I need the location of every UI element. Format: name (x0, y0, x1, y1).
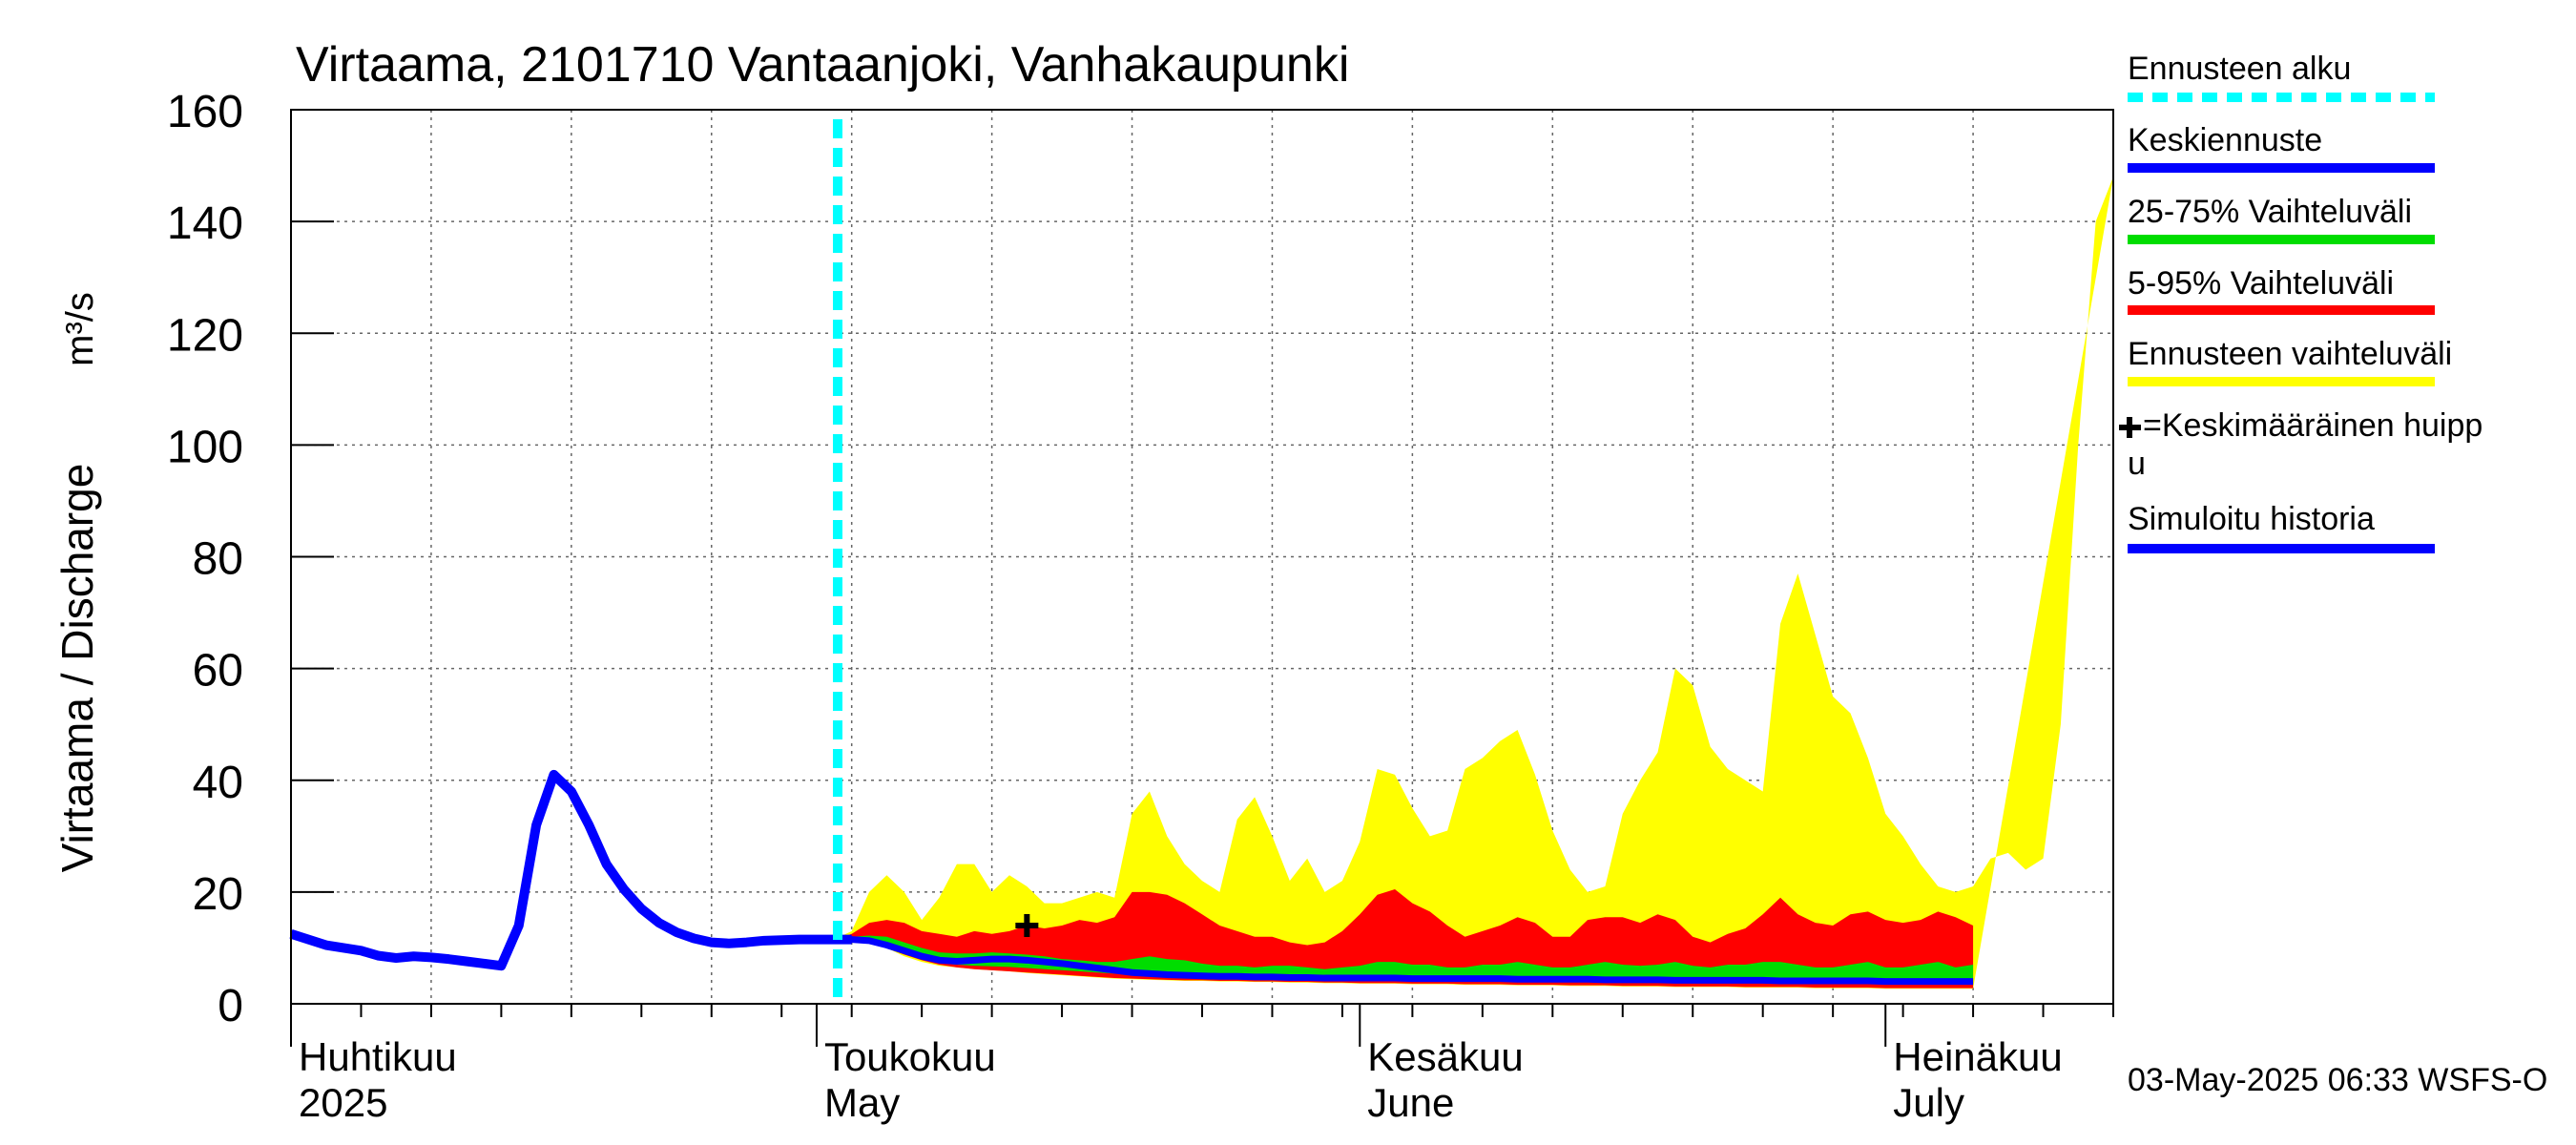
x-month-label-en: July (1893, 1080, 1964, 1125)
y-tick-label: 100 (167, 422, 243, 472)
chart-title: Virtaama, 2101710 Vantaanjoki, Vanhakaup… (296, 37, 1349, 93)
y-tick-label: 20 (193, 869, 243, 920)
legend-history-label: Simuloitu historia (2128, 501, 2375, 537)
legend-mean-peak-icon (2119, 417, 2141, 438)
x-month-label: Toukokuu (824, 1034, 996, 1079)
legend: Ennusteen alku Keskiennuste 25-75% Vaiht… (2119, 51, 2483, 553)
y-tick-label: 140 (167, 198, 243, 249)
y-tick-label: 160 (167, 87, 243, 137)
forecast-range-band (834, 177, 2113, 989)
legend-range-5-95-label: 5-95% Vaihteluväli (2128, 265, 2394, 302)
x-month-label: Huhtikuu (299, 1034, 457, 1079)
history-line (289, 769, 852, 971)
y-tick-label: 80 (193, 534, 243, 585)
legend-forecast-start-label: Ennusteen alku (2128, 51, 2351, 87)
legend-mean-peak-label: =Keskimääräinen huipp (2143, 407, 2483, 444)
y-tick-label: 0 (218, 981, 243, 1031)
mean-forecast-line (834, 936, 1974, 986)
x-month-label-en: 2025 (299, 1080, 387, 1125)
y-tick-label: 120 (167, 310, 243, 361)
x-month-label: Heinäkuu (1893, 1034, 2062, 1079)
x-month-label-en: May (824, 1080, 900, 1125)
y-axis-label: Virtaama / Discharge (52, 464, 102, 873)
legend-range-25-75-label: 25-75% Vaihteluväli (2128, 194, 2412, 230)
x-month-label: Kesäkuu (1367, 1034, 1523, 1079)
legend-mean-forecast-label: Keskiennuste (2128, 122, 2322, 158)
y-axis-unit: m³/s (59, 292, 101, 366)
legend-mean-peak-label-cont: u (2128, 446, 2146, 482)
y-tick-label: 60 (193, 646, 243, 697)
y-tick-label: 40 (193, 758, 243, 808)
legend-forecast-range-label: Ennusteen vaihteluväli (2128, 336, 2452, 372)
footer-timestamp: 03-May-2025 06:33 WSFS-O (2128, 1062, 2547, 1098)
mean-peak-marker (1015, 914, 1039, 938)
x-month-label-en: June (1367, 1080, 1454, 1125)
